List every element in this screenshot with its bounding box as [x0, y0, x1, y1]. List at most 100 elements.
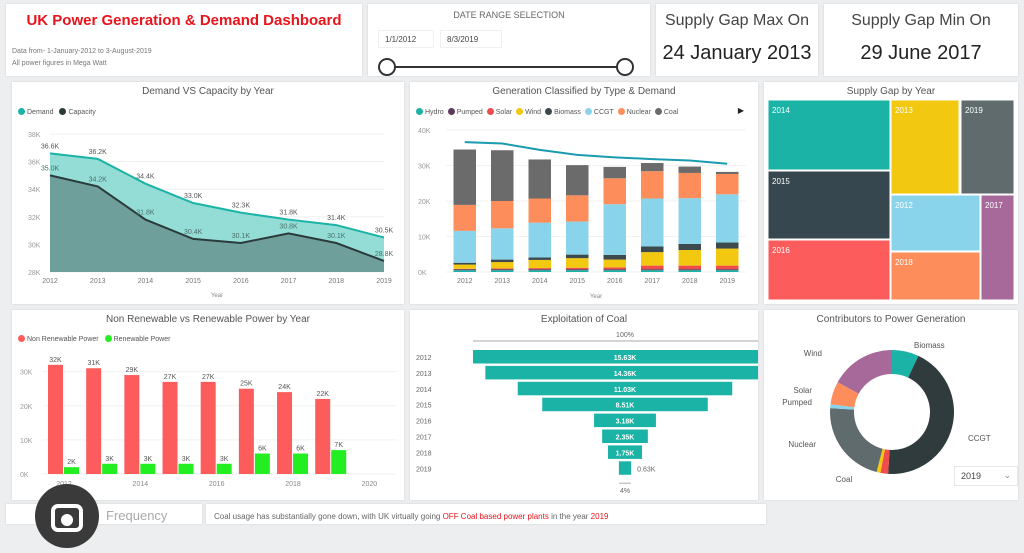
x-tick-label: 2015	[569, 278, 585, 285]
chevron-down-icon: ⌄	[1003, 470, 1011, 481]
bar-segment-biomass	[679, 244, 702, 250]
bar-segment-solar	[566, 268, 589, 269]
camera-overlay-button[interactable]	[35, 484, 99, 548]
y-tick-label: 20K	[418, 199, 431, 206]
bar-segment-coal	[604, 167, 627, 178]
bar-segment-hydro	[716, 270, 739, 272]
treemap-tile	[981, 195, 1014, 300]
bar-segment-ccgt	[529, 223, 552, 258]
date-range-note: Data from- 1-January-2012 to 3-August-20…	[12, 48, 152, 55]
x-tick-label: 2013	[494, 278, 510, 285]
contributors-donut-chart[interactable]: Contributors to Power Generation Biomass…	[764, 310, 1018, 500]
bar-data-label: 29K	[126, 367, 139, 374]
treemap-tile-label: 2019	[965, 106, 983, 115]
treemap-tile-label: 2014	[772, 106, 790, 115]
bar-segment-coal	[529, 159, 552, 198]
renewable-bar	[102, 464, 117, 474]
non-renewable-bar	[86, 368, 101, 474]
frequency-label: Frequency	[106, 508, 167, 523]
bar-segment-nuclear	[716, 174, 739, 194]
treemap-tile-label: 2018	[895, 258, 913, 267]
bar-segment-coal	[679, 167, 702, 173]
y-tick-label: 38K	[28, 132, 41, 139]
x-tick-label: 2016	[209, 481, 225, 488]
generation-type-chart[interactable]: Generation Classified by Type & Demand H…	[410, 82, 758, 304]
x-tick-label: 2018	[285, 481, 301, 488]
date-range-track[interactable]	[388, 66, 628, 68]
bar-data-label: 7K	[334, 442, 343, 449]
bar-data-label: 22K	[316, 391, 329, 398]
bar-segment-pumped	[454, 269, 477, 270]
y-tick-label: 10K	[418, 235, 431, 242]
treemap-tile-label: 2016	[772, 246, 790, 255]
bar-segment-ccgt	[679, 198, 702, 244]
bar-segment-biomass	[604, 255, 627, 260]
treemap-tile-label: 2012	[895, 201, 913, 210]
bar-segment-biomass	[454, 263, 477, 265]
treemap-tile-label: 2017	[985, 201, 1003, 210]
x-tick-label: 2018	[682, 278, 698, 285]
non-renewable-bar	[315, 399, 330, 474]
bar-segment-ccgt	[491, 228, 514, 259]
kpi-label: Supply Gap Min On	[824, 12, 1018, 30]
x-tick-label: 2014	[138, 278, 154, 285]
bar-segment-wind	[679, 250, 702, 266]
y-tick-label: 32K	[28, 215, 41, 222]
bar-segment-pumped	[566, 269, 589, 270]
end-date-input[interactable]: 8/3/2019	[440, 30, 502, 48]
funnel-category-label: 2015	[416, 403, 432, 410]
y-tick-label: 0K	[20, 472, 29, 479]
donut-slice-label: Wind	[804, 349, 822, 358]
renewable-bar	[293, 454, 308, 474]
funnel-top-label: 100%	[616, 332, 634, 339]
start-date-input[interactable]: 1/1/2012	[378, 30, 434, 48]
bar-data-label: 3K	[182, 456, 191, 463]
non-renewable-bar	[277, 392, 292, 474]
bar-segment-coal	[491, 150, 514, 201]
bar-segment-wind	[454, 265, 477, 269]
donut-slice-nuclear	[830, 408, 883, 472]
bar-segment-nuclear	[454, 205, 477, 231]
x-tick-label: 2019	[719, 278, 735, 285]
bar-segment-nuclear	[604, 178, 627, 204]
x-tick-label: 2020	[362, 481, 378, 488]
bar-segment-biomass	[716, 243, 739, 249]
bar-data-label: 27K	[164, 374, 177, 381]
funnel-bottom-label: 4%	[620, 488, 630, 495]
bar-segment-hydro	[641, 270, 664, 272]
funnel-bar	[619, 461, 631, 475]
bar-segment-biomass	[529, 257, 552, 259]
bar-segment-wind	[566, 258, 589, 268]
renewable-bar	[217, 464, 232, 474]
bar-data-label: 6K	[258, 446, 267, 453]
demand-data-label: 31.8K	[279, 210, 298, 217]
bar-segment-hydro	[566, 270, 589, 272]
demand-capacity-chart[interactable]: Demand VS Capacity by Year Demand Capaci…	[12, 82, 404, 304]
bar-segment-coal	[566, 165, 589, 195]
renewable-bar	[255, 454, 270, 474]
y-tick-label: 10K	[20, 438, 33, 445]
renewable-bar	[179, 464, 194, 474]
start-slider-handle[interactable]	[378, 58, 396, 76]
non-renewable-bar	[163, 382, 178, 474]
funnel-category-label: 2018	[416, 450, 432, 457]
demand-data-label: 31.4K	[327, 215, 346, 222]
bar-segment-solar	[604, 267, 627, 269]
end-slider-handle[interactable]	[616, 58, 634, 76]
x-tick-label: 2014	[532, 278, 548, 285]
demand-data-label: 30.5K	[375, 228, 394, 235]
year-dropdown[interactable]: 2019 ⌄	[954, 466, 1018, 486]
bar-segment-coal	[641, 163, 664, 171]
donut-slice-label: Solar	[793, 386, 812, 395]
y-tick-label: 36K	[28, 160, 41, 167]
funnel-value-label: 2.35K	[616, 435, 635, 442]
x-tick-label: 2017	[281, 278, 297, 285]
insight-text: Coal usage has substantially gone down, …	[214, 512, 608, 521]
renewable-chart[interactable]: Non Renewable vs Renewable Power by Year…	[12, 310, 404, 500]
bar-segment-hydro	[679, 270, 702, 272]
